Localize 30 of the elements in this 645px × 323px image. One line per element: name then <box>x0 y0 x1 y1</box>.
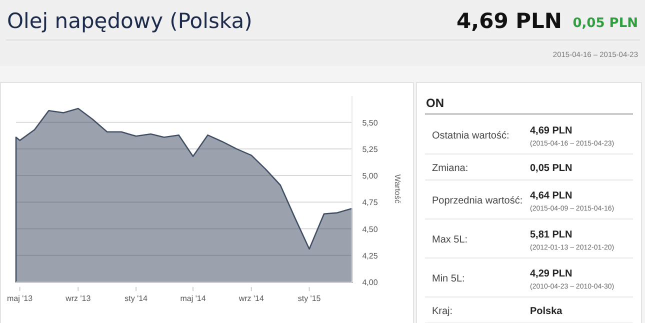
x-tick-label: sty '14 <box>124 294 148 303</box>
text: Min 5L: <box>432 274 465 284</box>
x-tick-label: maj '13 <box>7 294 34 303</box>
text: 4,64 PLN <box>530 190 572 202</box>
text: ON <box>426 96 444 110</box>
text: Zmiana: <box>432 163 468 174</box>
y-tick-label: 5,50 <box>362 118 378 128</box>
y-tick-label: 4,50 <box>362 224 378 234</box>
text: 4,69 PLN <box>530 126 572 136</box>
text: Polska <box>530 306 563 317</box>
text: 0,05 PLN <box>530 163 572 174</box>
x-tick-label: maj '14 <box>180 294 206 303</box>
text: 4,29 PLN <box>530 268 572 280</box>
y-tick-label: 5,00 <box>362 172 378 181</box>
text: Max 5L: <box>432 234 468 246</box>
y-tick-label: 4,00 <box>362 278 378 287</box>
y-tick-label: 5,25 <box>362 144 378 154</box>
text: Poprzednia wartość: <box>432 196 523 206</box>
x-tick-label: wrz '14 <box>238 294 264 303</box>
text: 0,05 PLN <box>572 16 638 31</box>
y-axis-title: Wartość <box>393 174 402 204</box>
chart-title: Olej napędowy (Polska) <box>7 9 252 33</box>
y-tick-label: 4,25 <box>362 251 378 260</box>
x-tick-label: sty '15 <box>298 294 322 303</box>
text: Kraj: <box>432 306 453 317</box>
text: 5,81 PLN <box>530 230 572 240</box>
x-tick-label: wrz '13 <box>64 294 92 303</box>
text: Ostatnia wartość: <box>432 130 510 142</box>
y-tick-label: 4,75 <box>362 198 378 208</box>
text: 4,69 PLN <box>456 9 562 33</box>
